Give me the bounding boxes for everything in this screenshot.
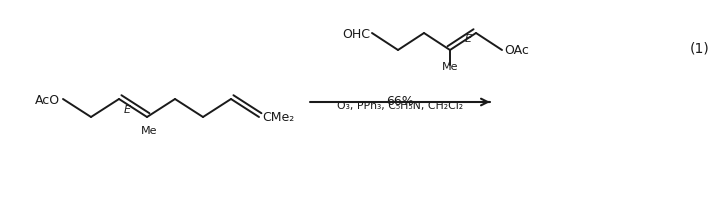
Text: AcO: AcO (35, 93, 60, 106)
Text: Me: Me (141, 125, 157, 135)
Text: E: E (465, 34, 472, 44)
Text: Me: Me (442, 62, 458, 72)
Text: O₃, PPh₃, C₅H₅N, CH₂Cl₂: O₃, PPh₃, C₅H₅N, CH₂Cl₂ (337, 101, 463, 110)
Text: OAc: OAc (504, 44, 529, 57)
Text: CMe₂: CMe₂ (262, 111, 295, 124)
Text: 66%: 66% (386, 95, 414, 107)
Text: (1): (1) (690, 41, 710, 55)
Text: E: E (123, 104, 131, 115)
Text: OHC: OHC (342, 27, 370, 40)
